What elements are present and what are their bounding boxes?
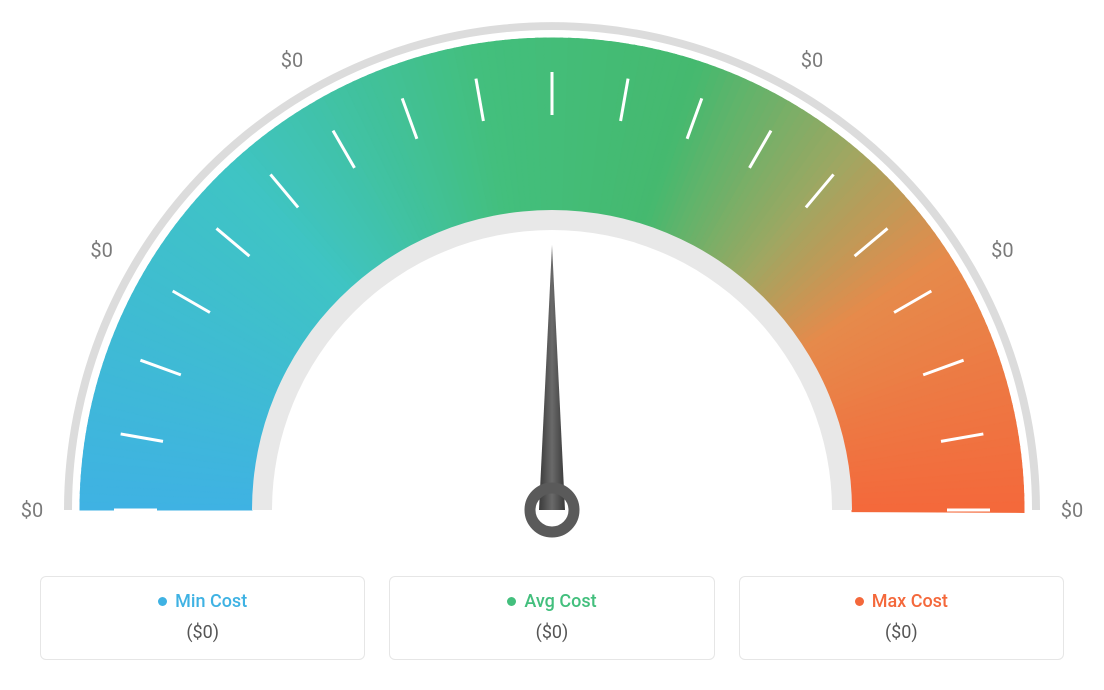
legend-value-max: ($0) <box>885 622 918 643</box>
legend-row: Min Cost ($0) Avg Cost ($0) Max Cost ($0… <box>0 576 1104 660</box>
gauge-chart: $0 $0 $0 $0 $0 $0 $0 <box>0 0 1104 560</box>
legend-label-max: Max Cost <box>872 591 948 612</box>
dot-icon <box>507 597 516 606</box>
legend-label-avg: Avg Cost <box>524 591 596 612</box>
legend-label-min: Min Cost <box>175 591 247 612</box>
legend-value-min: ($0) <box>186 622 219 643</box>
gauge-tick-label: $0 <box>1061 498 1083 522</box>
gauge-tick-label: $0 <box>541 0 563 2</box>
dot-icon <box>855 597 864 606</box>
gauge-tick-label: $0 <box>21 498 43 522</box>
cost-gauge-container: $0 $0 $0 $0 $0 $0 $0 Min Cost ($0) Avg Cost ($… <box>0 0 1104 690</box>
legend-card-avg: Avg Cost ($0) <box>389 576 714 660</box>
gauge-tick-label: $0 <box>801 48 823 72</box>
gauge-tick-label: $0 <box>90 238 112 262</box>
legend-card-max: Max Cost ($0) <box>739 576 1064 660</box>
gauge-tick-label: $0 <box>281 48 303 72</box>
gauge-tick-label: $0 <box>991 238 1013 262</box>
legend-card-min: Min Cost ($0) <box>40 576 365 660</box>
legend-value-avg: ($0) <box>536 622 569 643</box>
dot-icon <box>158 597 167 606</box>
